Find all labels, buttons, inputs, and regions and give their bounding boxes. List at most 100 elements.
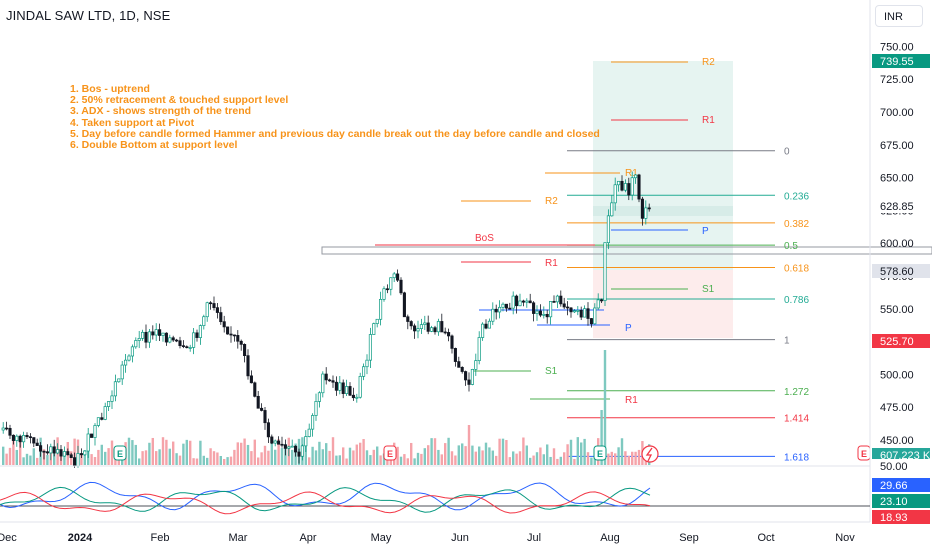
candle-body [22, 435, 26, 443]
candle-body [627, 183, 631, 196]
volume-bar [182, 443, 185, 465]
fib-level-label: 1 [784, 336, 790, 347]
volume-bar [104, 451, 107, 465]
volume-bar [240, 442, 243, 465]
volume-bar [308, 457, 311, 465]
volume-bar [328, 450, 331, 465]
volume-bar [382, 453, 386, 465]
candle-body [239, 340, 243, 345]
candle-body [151, 331, 155, 336]
volume-bar [274, 449, 277, 465]
price-tick-label: 550.00 [880, 304, 914, 316]
candle-body [215, 307, 219, 313]
pivot-label: R2 [702, 57, 715, 68]
candle-body [355, 396, 359, 399]
pivot-label: S1 [702, 284, 715, 295]
volume-bar [257, 457, 260, 465]
earnings-marker: E [593, 445, 607, 461]
candle-body [368, 334, 372, 361]
candle-body [457, 361, 461, 368]
time-axis-label: Jul [527, 532, 541, 544]
volume-bar [206, 457, 209, 465]
candle-body [300, 445, 304, 457]
volume-bar [583, 438, 586, 465]
volume-bar [512, 451, 515, 465]
time-axis-label: Feb [151, 532, 170, 544]
price-badge [872, 494, 930, 508]
candle-body [113, 381, 117, 397]
volume-bar [270, 439, 273, 465]
candle-body [389, 277, 393, 290]
candle-body [35, 442, 39, 446]
candle-body [440, 321, 444, 333]
volume-bar [637, 449, 641, 465]
candle-body [535, 310, 539, 314]
price-badge [872, 448, 930, 462]
candle-body [246, 355, 250, 377]
volume-bar [603, 350, 607, 465]
candle-body [358, 376, 362, 398]
candle-body [504, 303, 508, 309]
volume-bar [168, 448, 171, 465]
currency-selector[interactable]: INR [875, 5, 923, 27]
candle-body [501, 303, 505, 308]
volume-bar [335, 455, 338, 465]
candle-body [447, 332, 451, 337]
volume-bar [563, 452, 566, 465]
volume-bar [250, 451, 253, 465]
entry-band [593, 206, 733, 216]
volume-bar [155, 451, 158, 465]
candle-body [307, 428, 311, 437]
candle-body [334, 381, 338, 391]
candle-body [243, 344, 247, 356]
volume-bar [97, 449, 100, 465]
time-axis-label: Mar [229, 532, 248, 544]
candle-body [600, 299, 604, 302]
candle-body [464, 371, 468, 381]
volume-bar [450, 451, 454, 465]
volume-bar [63, 451, 66, 465]
volume-bar [620, 438, 624, 465]
candle-body [314, 401, 318, 416]
candle-body [593, 307, 597, 325]
candle-body [287, 446, 291, 449]
volume-bar [209, 448, 212, 465]
candle-body [525, 300, 529, 303]
symbol-title: JINDAL SAW LTD, 1D, NSE [6, 8, 171, 23]
earnings-label: E [597, 449, 603, 459]
candle-body [226, 326, 230, 335]
volume-bar [127, 437, 131, 465]
adx-series-line [0, 491, 651, 515]
candle-body [256, 395, 260, 409]
candle-body [362, 366, 366, 377]
candle-body [637, 174, 641, 200]
candle-body [32, 437, 36, 444]
fib-level-label: 0.618 [784, 263, 809, 274]
volume-bar [280, 448, 284, 465]
candle-body [474, 360, 478, 370]
candle-body [5, 427, 9, 430]
volume-bar [379, 455, 382, 465]
lightning-icon [645, 447, 653, 462]
earnings-label: E [861, 449, 867, 459]
candle-body [345, 386, 349, 394]
price-badge-label: 628.85 [880, 201, 914, 213]
candle-body [164, 332, 168, 343]
volume-bar [478, 446, 481, 465]
candle-body [617, 180, 621, 186]
candle-body [100, 417, 104, 420]
volume-bar [141, 451, 144, 465]
candle-body [59, 449, 63, 457]
candle-body [297, 451, 301, 457]
candle-body [120, 364, 124, 380]
candle-body [508, 307, 512, 310]
pivot-label: R2 [545, 196, 558, 207]
candle-body [623, 183, 627, 191]
candle-body [487, 320, 491, 329]
candle-body [542, 313, 546, 316]
note-line: 2. 50% retracement & touched support lev… [70, 94, 289, 107]
volume-bar [304, 440, 307, 465]
candle-body [331, 380, 335, 383]
price-badge [872, 478, 930, 492]
